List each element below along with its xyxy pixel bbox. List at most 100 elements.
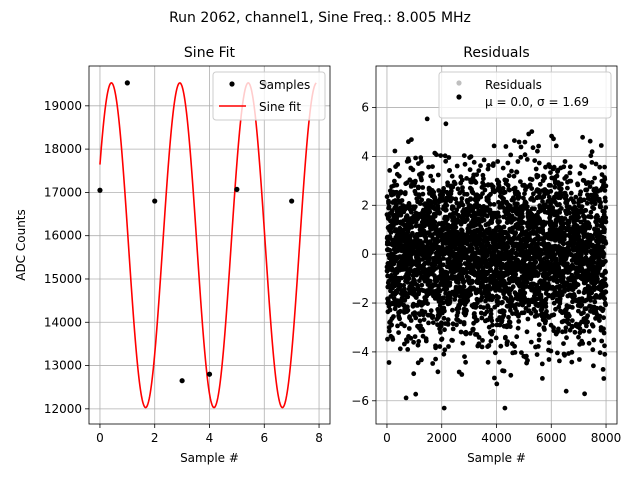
y-tick-label: 0 [361,247,369,261]
residual-point [603,215,609,221]
residual-point [442,347,448,353]
residual-point [435,238,441,244]
residual-point [501,312,507,318]
x-tick-label: 2 [151,431,159,445]
residual-point [529,129,535,135]
residual-point [602,188,608,193]
residual-point [577,326,583,331]
residual-point [515,159,521,164]
residual-point [470,246,475,252]
residual-point [597,318,602,323]
residual-point [447,299,453,304]
residual-point [430,178,436,183]
legend-samples-label: Samples [259,78,310,92]
residual-point [404,213,410,219]
sample-point [97,187,103,193]
residual-point [441,262,446,268]
residual-point [600,244,606,250]
residual-point [396,173,402,179]
residual-point [479,344,485,350]
residual-point [559,206,564,211]
residual-point [533,166,539,172]
residual-point [387,247,393,253]
sine-fit-plot-area [97,80,317,409]
residual-point [502,405,508,411]
residual-point [568,190,574,196]
legend-samples-marker [229,81,235,87]
residual-point [581,328,587,334]
residual-point [417,201,423,207]
residual-point [584,248,590,254]
residual-point [408,335,414,341]
residual-point [584,187,590,193]
residual-point [398,308,403,314]
residual-point [577,330,583,336]
residual-point [390,337,396,342]
residual-point [489,318,495,324]
residual-point [442,153,448,159]
residual-point [588,214,594,220]
residual-point [531,198,536,203]
residual-point [435,172,441,178]
residual-point [462,161,468,167]
residual-point [435,369,441,375]
residual-point [436,206,441,212]
residual-point [565,198,570,204]
residual-point [507,319,513,325]
residual-point [454,163,460,169]
residual-point [524,353,529,359]
residual-point [554,256,559,262]
residual-point [418,155,424,161]
residual-point [450,184,456,190]
residual-point [585,319,590,325]
residual-point [535,241,541,246]
residual-point [566,219,572,225]
residual-point [453,196,459,202]
residual-point [507,324,513,329]
residual-point [590,323,596,329]
residual-point [556,304,562,310]
residual-point [459,177,465,183]
residual-point [562,159,568,164]
y-tick-label: 14000 [44,315,82,329]
residual-point [486,163,491,168]
residual-point [444,203,450,208]
residual-point [442,308,447,314]
residual-point [424,116,430,122]
residual-point [459,196,465,201]
sine-fit-axes: Sine Fit 0 2 4 6 8 12000 13000 14000 15000 16000 1… [14,45,331,465]
residual-point [578,189,584,195]
sample-point [206,371,213,377]
sine-fit-ylabel: ADC Counts [14,209,28,281]
residual-point [548,201,553,207]
residual-point [441,256,446,261]
residual-point [562,352,567,358]
residual-point [520,214,525,220]
residual-point [522,152,528,158]
residual-point [402,190,408,195]
residual-point [546,340,552,345]
residual-point [522,290,528,296]
residual-point [519,350,524,355]
residuals-legend-frame [438,71,612,119]
y-tick-label: 19000 [44,99,82,113]
residual-point [464,270,469,275]
residual-point [585,192,590,198]
residual-point [571,200,577,205]
residual-point [485,359,491,365]
residual-point [545,286,550,292]
residual-point [413,391,419,397]
residual-point [411,339,416,345]
residual-point [458,329,464,335]
residual-point [543,297,549,302]
residual-point [516,319,522,324]
residual-point [563,388,569,394]
residual-point [409,224,415,230]
residual-point [386,198,391,204]
y-tick-label: −4 [351,345,369,359]
residual-point [490,328,496,334]
residual-point [392,148,398,154]
residual-point [389,322,394,328]
residual-point [492,350,498,356]
residual-point [487,249,493,255]
